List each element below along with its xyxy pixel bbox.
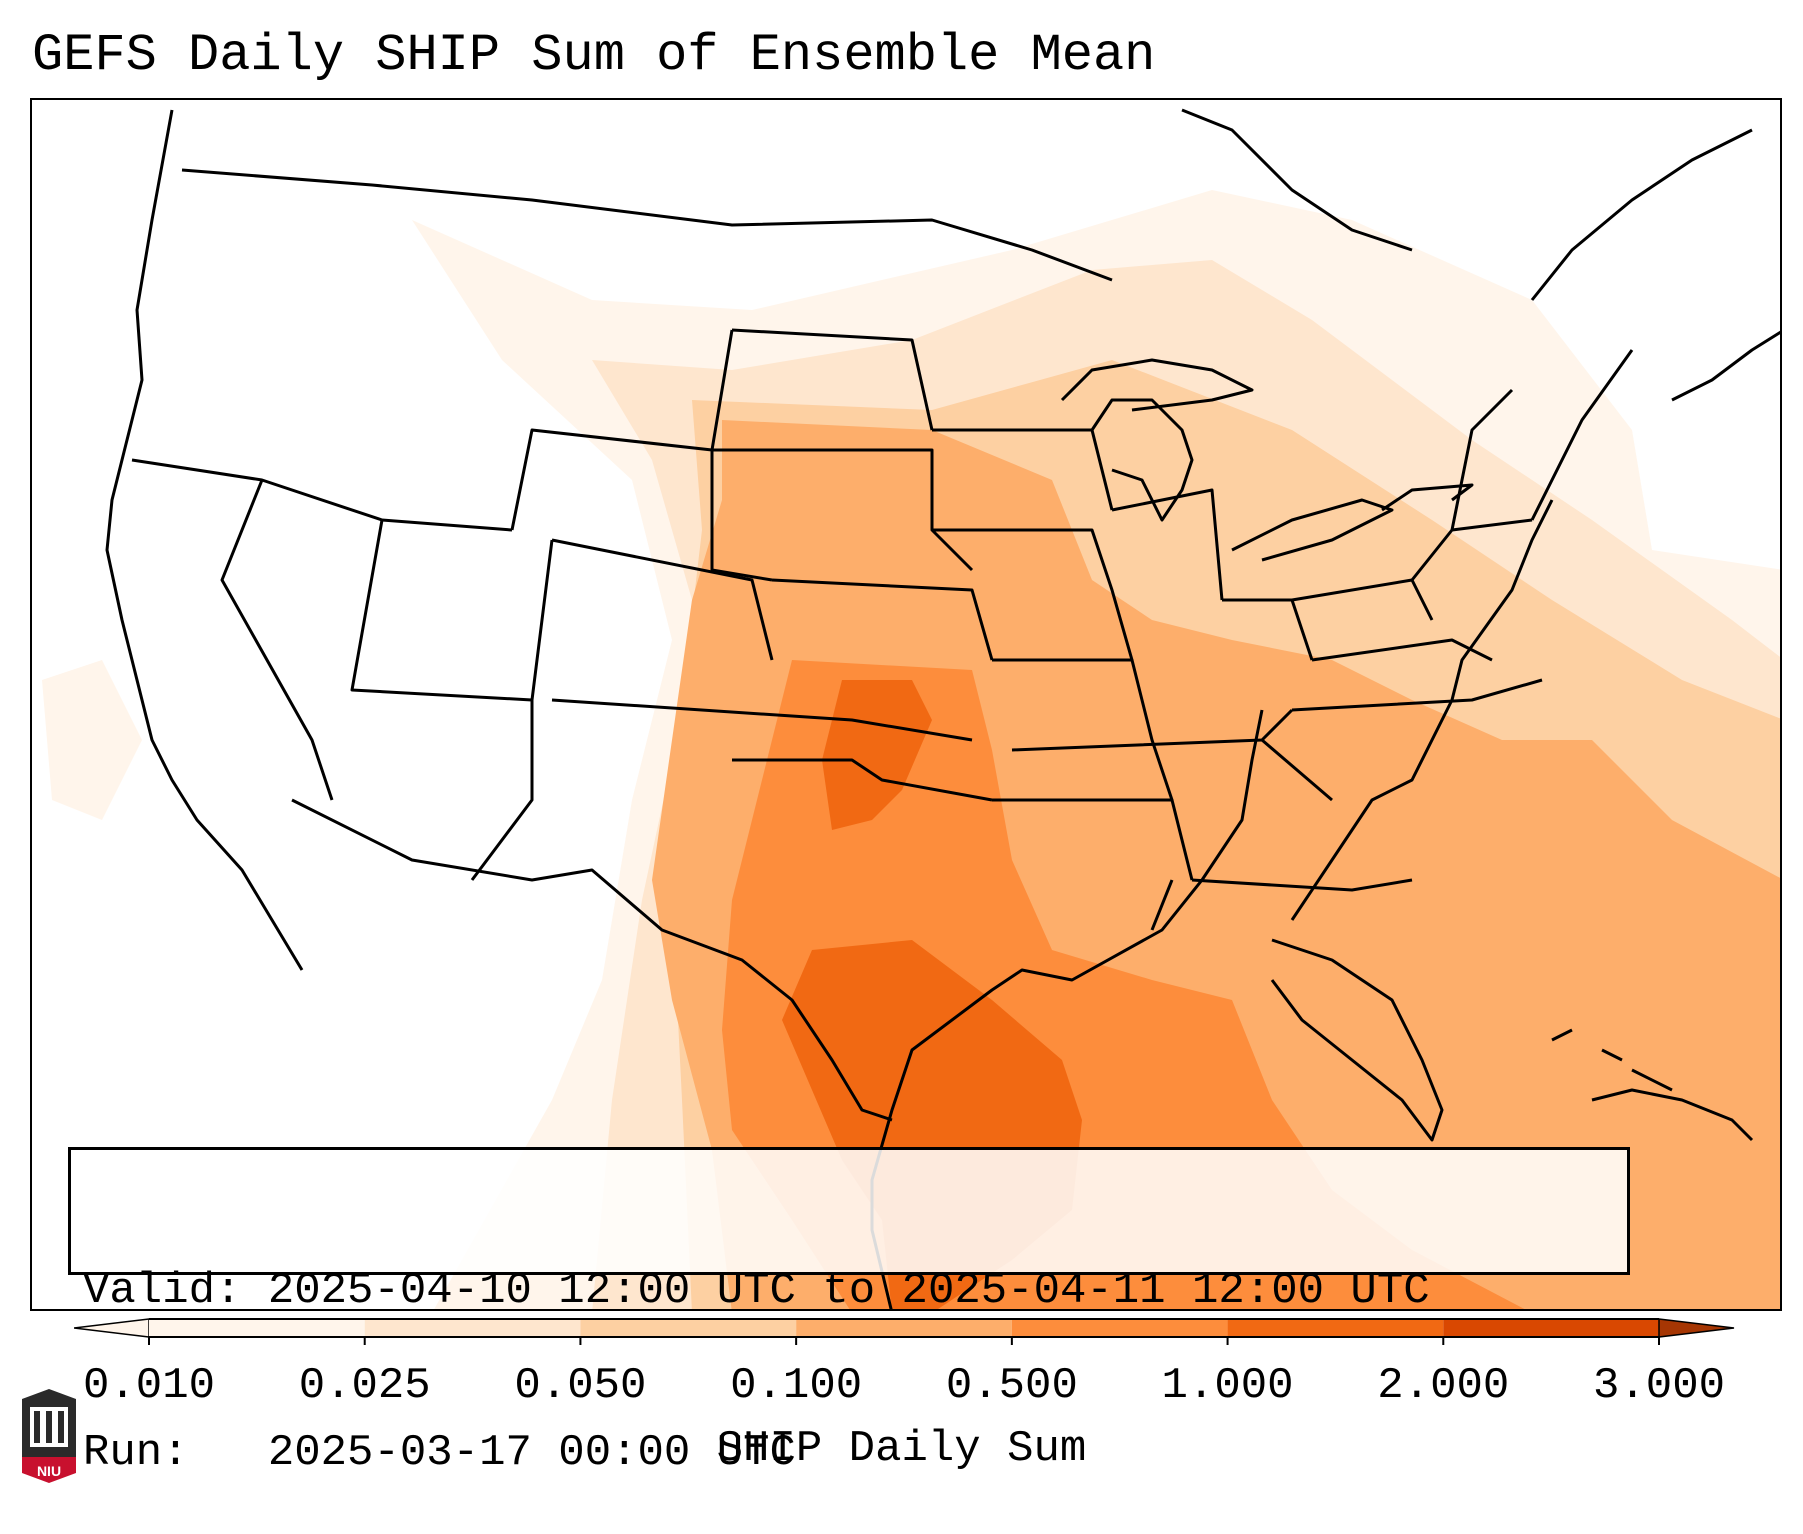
colorbar-extend-high <box>1658 1318 1735 1338</box>
colorbar-segment <box>364 1319 581 1337</box>
pacific-coastline <box>105 109 304 971</box>
colorbar-segment <box>796 1319 1012 1337</box>
boundary-3 <box>350 519 554 702</box>
boundary-5 <box>510 329 734 531</box>
colorbar-tick-label: 0.050 <box>514 1361 647 1411</box>
colorbar-segment <box>1011 1319 1228 1337</box>
colorbar-tick-label: 0.010 <box>82 1361 216 1411</box>
colorbar-segments <box>74 1318 1735 1338</box>
boundary-15 <box>992 658 1174 801</box>
map-panel <box>30 98 1782 1311</box>
valid-line: Valid: 2025-04-10 12:00 UTC to 2025-04-1… <box>83 1264 1627 1318</box>
boundary-4 <box>470 700 534 881</box>
run-value: 2025-03-17 00:00 UTC <box>267 1428 796 1478</box>
state-boundaries <box>105 108 1780 1309</box>
boundary-10 <box>712 448 974 572</box>
boundary-11 <box>771 578 994 661</box>
boundary-23 <box>1291 678 1543 712</box>
boundary-22 <box>1311 638 1493 662</box>
boundary-6 <box>551 538 774 661</box>
valid-label: Valid: <box>83 1266 242 1316</box>
colorbar-tick-label: 1.000 <box>1161 1361 1294 1411</box>
colorbar-tick-label: 3.000 <box>1592 1361 1726 1411</box>
ship-field-map <box>42 108 1780 1309</box>
lake-ontario <box>1381 483 1474 512</box>
field-level6-oklahoma <box>822 680 932 830</box>
run-line: Run: 2025-03-17 00:00 UTC <box>83 1426 1627 1480</box>
lake-erie <box>1231 498 1394 562</box>
run-label: Run: <box>83 1428 189 1478</box>
boundary-12 <box>732 758 993 802</box>
lake-superior <box>1060 358 1254 412</box>
boundary-1 <box>131 458 513 532</box>
boundary-19 <box>1111 488 1224 601</box>
colorbar-tick-label: 0.025 <box>298 1361 431 1411</box>
lake-michigan <box>1090 398 1194 522</box>
canada-border <box>181 168 1113 282</box>
boundary-18 <box>1150 879 1174 931</box>
logo-text: NIU <box>37 1463 61 1479</box>
colorbar <box>74 1318 1735 1345</box>
colorbar-tick-label: 0.500 <box>945 1361 1078 1411</box>
colorbar-ticks <box>148 1337 1660 1345</box>
labrador-coast <box>1530 128 1753 301</box>
boundary-7 <box>551 698 973 742</box>
niu-logo: NIU <box>22 1389 76 1483</box>
colorbar-segment <box>1227 1319 1444 1337</box>
ship-field <box>42 190 1780 1309</box>
colorbar-extend-low <box>74 1318 150 1338</box>
nova-scotia <box>1671 330 1780 402</box>
colorbar-segment <box>149 1319 365 1337</box>
bahamas <box>1551 1028 1673 1092</box>
boundary-17 <box>992 798 1194 881</box>
valid-run-info-box: Valid: 2025-04-10 12:00 UTC to 2025-04-1… <box>68 1147 1630 1478</box>
florida-coastline <box>1270 938 1444 1142</box>
colorbar-tick-label: 2.000 <box>1377 1361 1510 1411</box>
colorbar-segment <box>1443 1319 1659 1337</box>
boundary-25 <box>1261 738 1333 802</box>
boundary-8 <box>710 450 773 582</box>
boundary-24 <box>1191 878 1413 892</box>
cuba <box>1591 1088 1754 1142</box>
colorbar-tick-label: 0.100 <box>730 1361 863 1411</box>
colorbar-segment <box>580 1319 797 1337</box>
boundary-2 <box>220 479 334 801</box>
colorbar-outline <box>149 1318 1659 1338</box>
boundary-9 <box>731 328 934 431</box>
valid-value: 2025-04-10 12:00 UTC to 2025-04-11 12:00… <box>267 1266 1430 1316</box>
boundary-14 <box>932 528 1134 661</box>
hudson-bay-edge <box>1181 108 1413 252</box>
map-title: GEFS Daily SHIP Sum of Ensemble Mean <box>32 26 1156 85</box>
colorbar-label: SHIP Daily Sum <box>716 1424 1087 1474</box>
mexico-border <box>291 798 893 1122</box>
boundary-28 <box>1530 349 1634 521</box>
field-level1-west <box>42 660 142 820</box>
